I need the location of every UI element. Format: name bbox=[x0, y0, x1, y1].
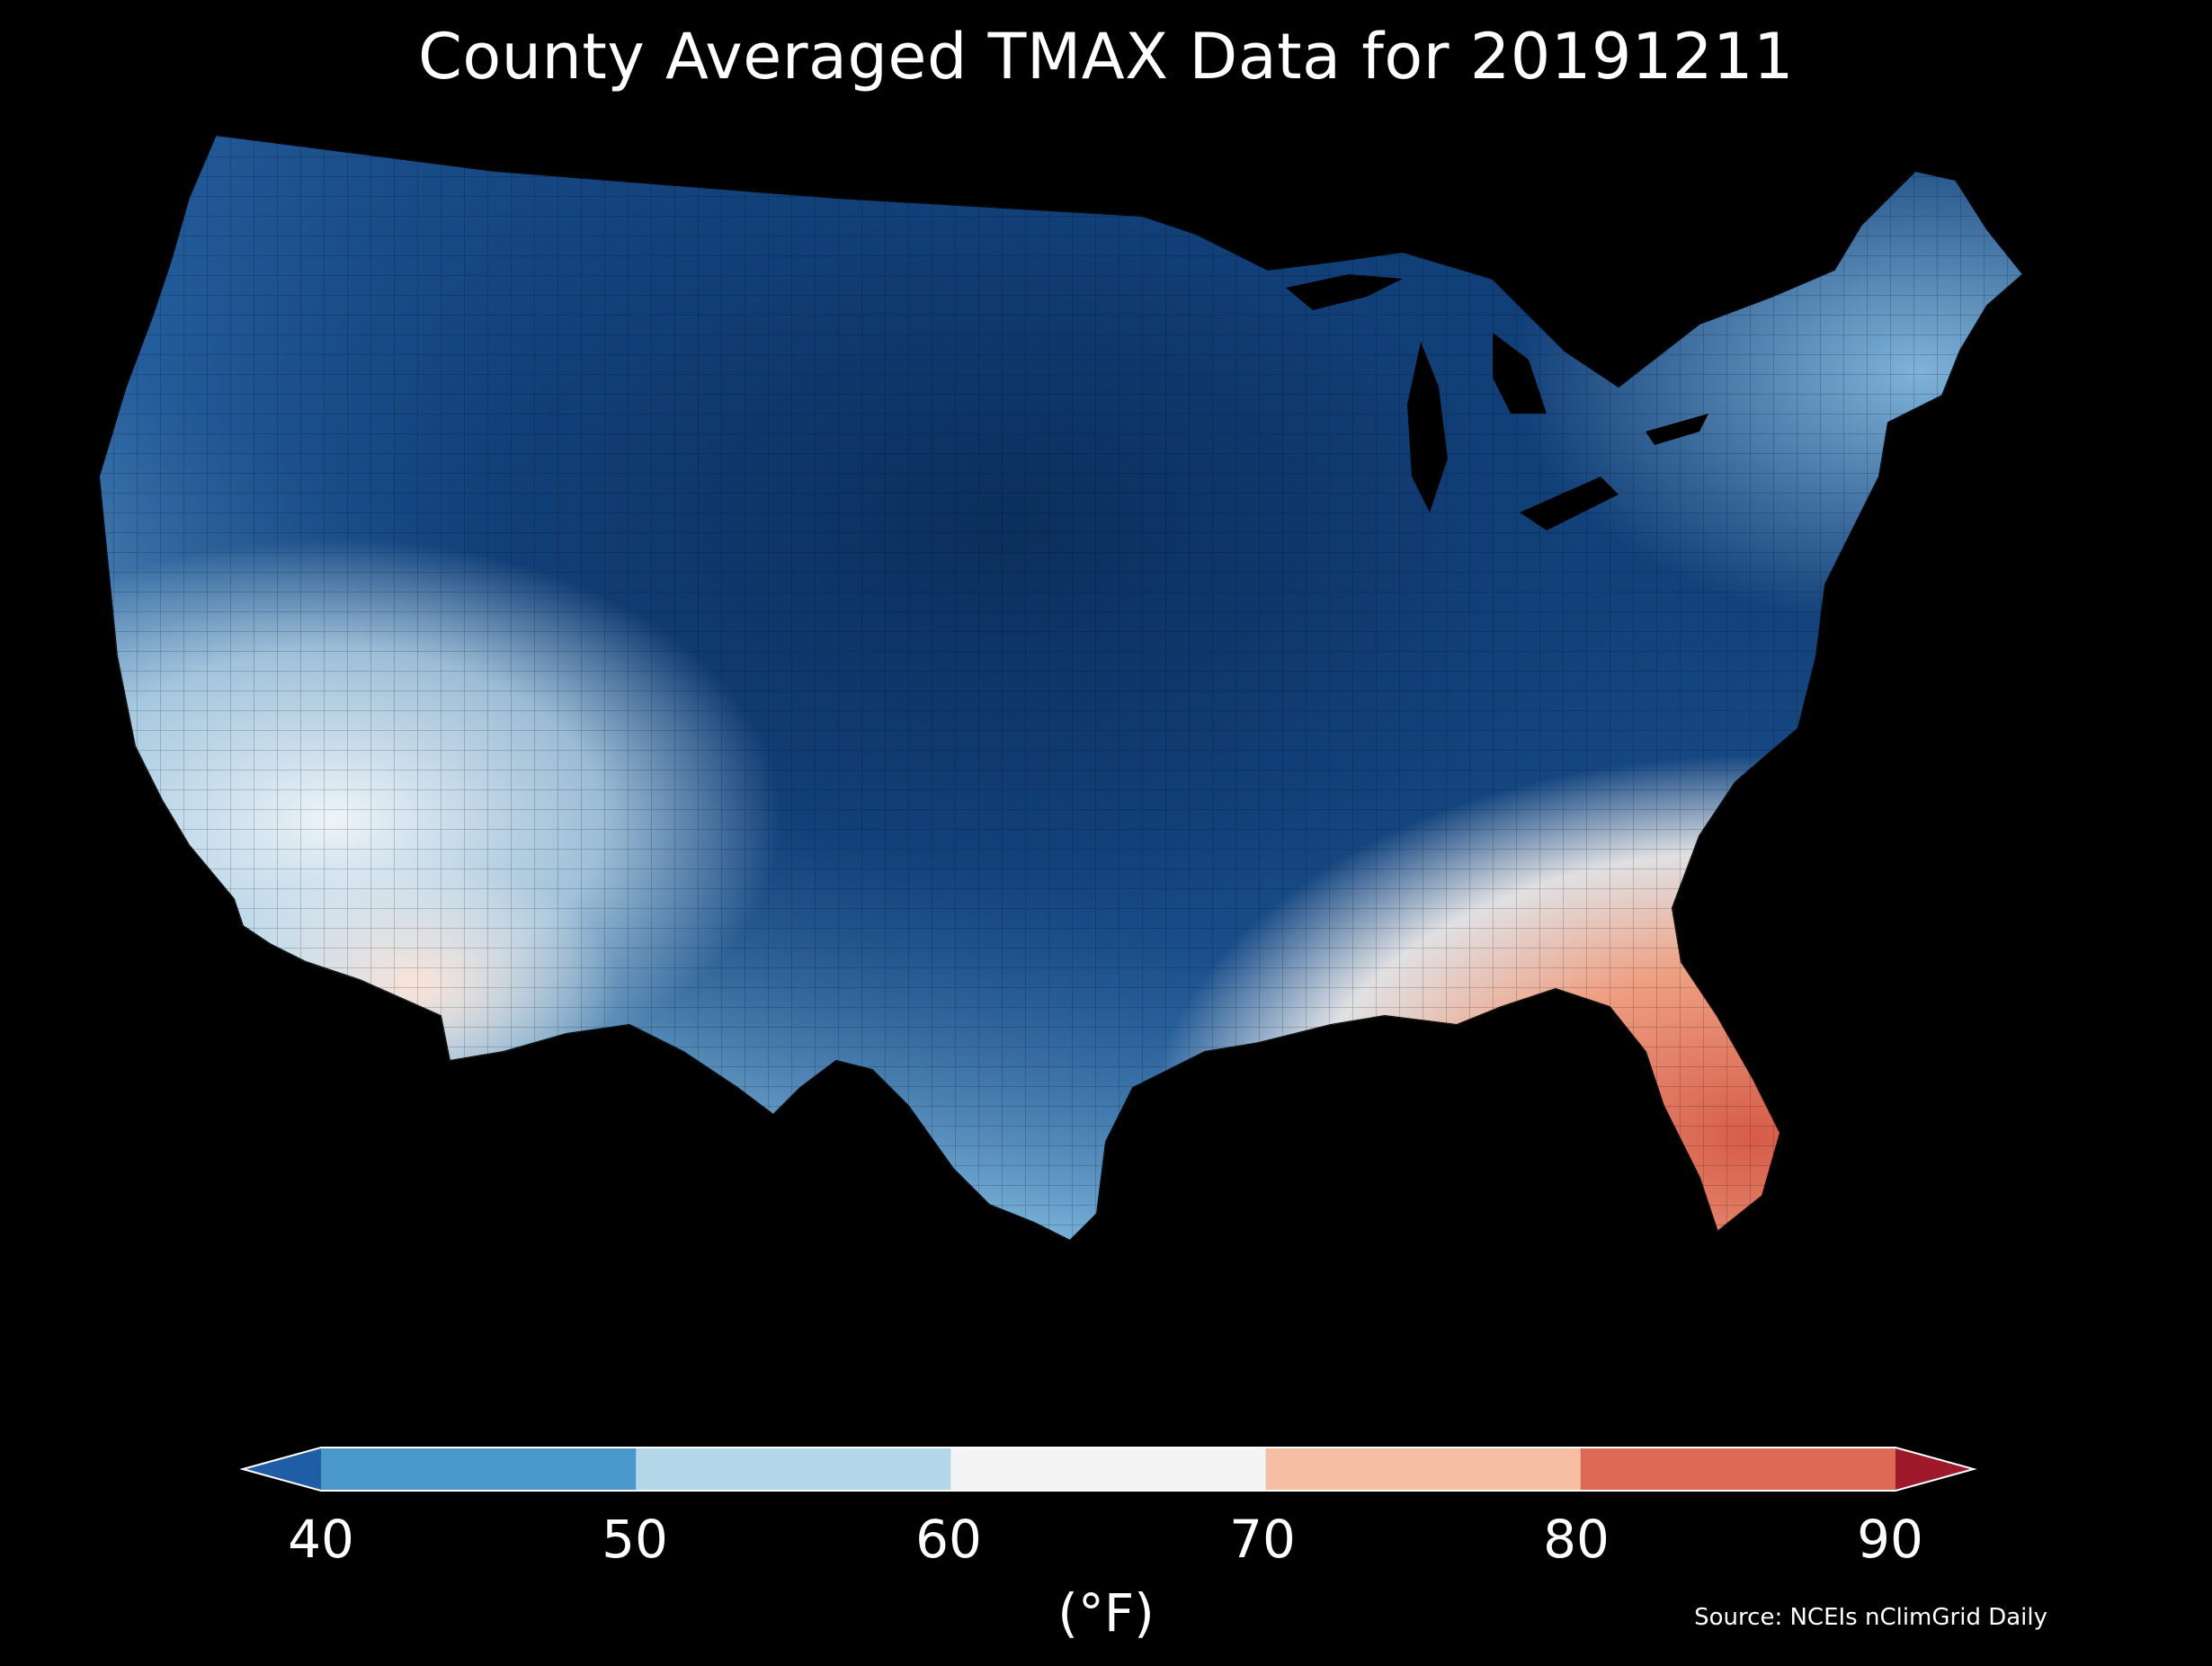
colorbar-tick-50: 50 bbox=[602, 1509, 668, 1570]
colorbar-extend-low bbox=[243, 1448, 321, 1491]
lake-michigan bbox=[1407, 342, 1448, 512]
colorbar-bin-50-60 bbox=[636, 1448, 951, 1491]
colorbar-tick-70: 70 bbox=[1229, 1509, 1296, 1570]
colorbar-extend-high bbox=[1895, 1448, 1974, 1491]
colorbar-bin-70-80 bbox=[1265, 1448, 1582, 1491]
lake-huron bbox=[1493, 333, 1547, 414]
lake-erie bbox=[1520, 477, 1619, 530]
chart-title: County Averaged TMAX Data for 20191211 bbox=[417, 20, 1795, 94]
lake-superior bbox=[1286, 274, 1403, 310]
colorbar-tick-40: 40 bbox=[288, 1509, 354, 1570]
colorbar-tick-60: 60 bbox=[915, 1509, 982, 1570]
colorbar-tick-90: 90 bbox=[1857, 1509, 1923, 1570]
county-boundaries bbox=[99, 135, 2023, 1241]
source-credit: Source: NCEIs nClimGrid Daily bbox=[1694, 1604, 2047, 1631]
colorbar-outline bbox=[239, 1447, 1977, 1492]
lake-ontario bbox=[1646, 414, 1708, 445]
colorbar-tick-80: 80 bbox=[1543, 1509, 1610, 1570]
us-outline bbox=[99, 135, 2023, 1241]
colorbar-bin-40-50 bbox=[321, 1448, 637, 1491]
us-county-map bbox=[90, 117, 2122, 1394]
colorbar bbox=[239, 1447, 1977, 1492]
colorbar-bin-80-90 bbox=[1580, 1448, 1896, 1491]
colorbar-bin-60-70 bbox=[950, 1448, 1267, 1491]
colorbar-units-label: (°F) bbox=[1057, 1582, 1155, 1644]
